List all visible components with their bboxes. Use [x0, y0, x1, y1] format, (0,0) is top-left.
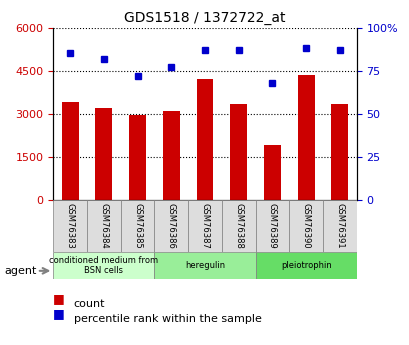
Text: GSM76383: GSM76383: [65, 203, 74, 249]
Text: GSM76384: GSM76384: [99, 203, 108, 249]
Text: GSM76388: GSM76388: [234, 203, 243, 249]
FancyBboxPatch shape: [289, 200, 322, 252]
Text: ■: ■: [53, 292, 65, 305]
Text: GSM76390: GSM76390: [301, 203, 310, 249]
Title: GDS1518 / 1372722_at: GDS1518 / 1372722_at: [124, 11, 285, 25]
Bar: [62, 102, 79, 200]
Text: GSM76389: GSM76389: [267, 203, 276, 249]
FancyBboxPatch shape: [120, 200, 154, 252]
Text: GSM76385: GSM76385: [133, 203, 142, 249]
Text: count: count: [74, 299, 105, 308]
Bar: [95, 108, 112, 200]
Text: GSM76386: GSM76386: [166, 203, 175, 249]
FancyBboxPatch shape: [53, 252, 154, 279]
Bar: [162, 111, 179, 200]
Bar: [263, 146, 280, 200]
FancyBboxPatch shape: [322, 200, 356, 252]
FancyBboxPatch shape: [154, 200, 188, 252]
Text: pleiotrophin: pleiotrophin: [280, 261, 331, 270]
Bar: [196, 79, 213, 200]
Text: conditioned medium from
BSN cells: conditioned medium from BSN cells: [49, 256, 158, 275]
FancyBboxPatch shape: [154, 252, 255, 279]
FancyBboxPatch shape: [87, 200, 120, 252]
Text: GSM76391: GSM76391: [335, 203, 344, 249]
FancyBboxPatch shape: [255, 200, 289, 252]
FancyBboxPatch shape: [255, 252, 356, 279]
Text: agent: agent: [4, 266, 36, 276]
Text: percentile rank within the sample: percentile rank within the sample: [74, 314, 261, 324]
FancyBboxPatch shape: [53, 200, 87, 252]
Text: GSM76387: GSM76387: [200, 203, 209, 249]
Text: ■: ■: [53, 307, 65, 321]
Text: heregulin: heregulin: [184, 261, 225, 270]
FancyBboxPatch shape: [221, 200, 255, 252]
Bar: [297, 75, 314, 200]
Bar: [129, 115, 146, 200]
Bar: [230, 104, 247, 200]
FancyBboxPatch shape: [188, 200, 221, 252]
Bar: [330, 104, 347, 200]
